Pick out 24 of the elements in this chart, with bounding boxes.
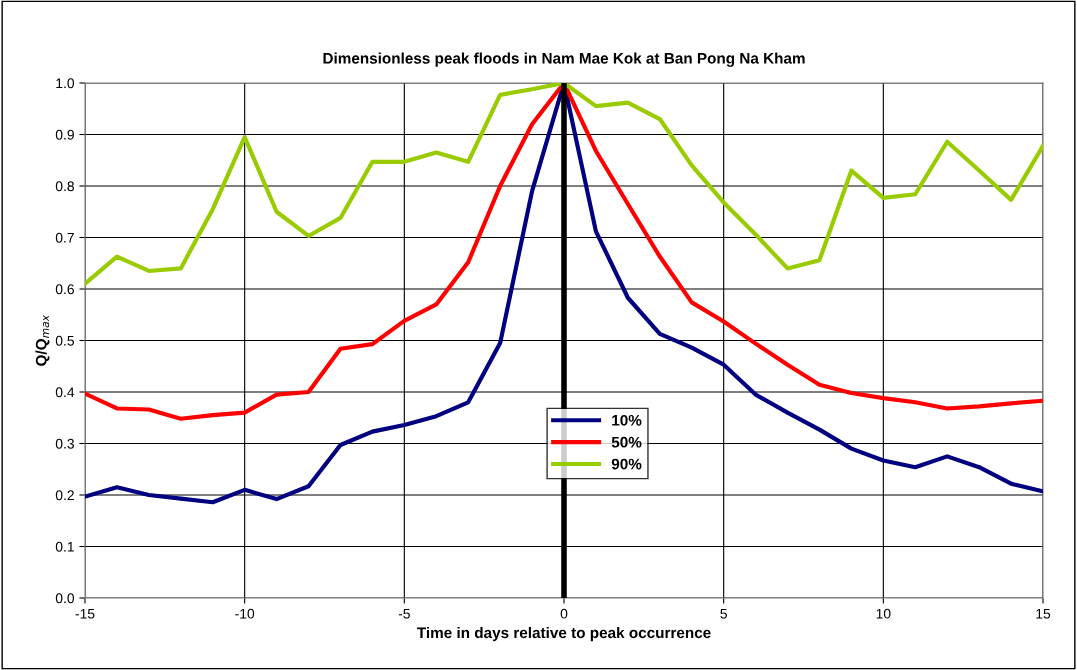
x-tick-label: -5 (398, 608, 410, 619)
y-tick-label: 0.3 (55, 438, 74, 449)
y-tick-label: 0.0 (55, 593, 75, 604)
y-tick-label: 0.4 (55, 387, 75, 398)
y-tick-label: 0.9 (55, 129, 74, 140)
y-tick-label: 0.1 (55, 541, 74, 552)
y-tick-label: 0.8 (55, 181, 74, 192)
x-tick-label: -15 (75, 608, 95, 619)
x-tick-label: 15 (1036, 608, 1051, 619)
y-axis-title: Q/Q$_{max}$ (35, 314, 50, 366)
y-tick-label: 0.2 (55, 490, 74, 501)
y-tick-label: 0.6 (55, 284, 74, 295)
x-tick-label: -10 (235, 608, 255, 619)
x-tick-label: 10 (876, 608, 891, 619)
y-tick-label: 0.7 (55, 232, 74, 243)
x-tick-label: 0 (560, 608, 568, 619)
legend-label: 10% (612, 414, 642, 426)
legend-label: 90% (611, 458, 642, 470)
legend-label: 50% (611, 436, 642, 448)
chart-title: Dimensionless peak floods in Nam Mae Kok at Ban Pong Na Kham (323, 52, 805, 67)
x-tick-label: 5 (720, 608, 727, 619)
y-tick-label: 0.5 (55, 335, 74, 346)
y-tick-label: 1.0 (56, 78, 75, 89)
x-axis-title: Time in days relative to peak occurrence (416, 626, 711, 642)
